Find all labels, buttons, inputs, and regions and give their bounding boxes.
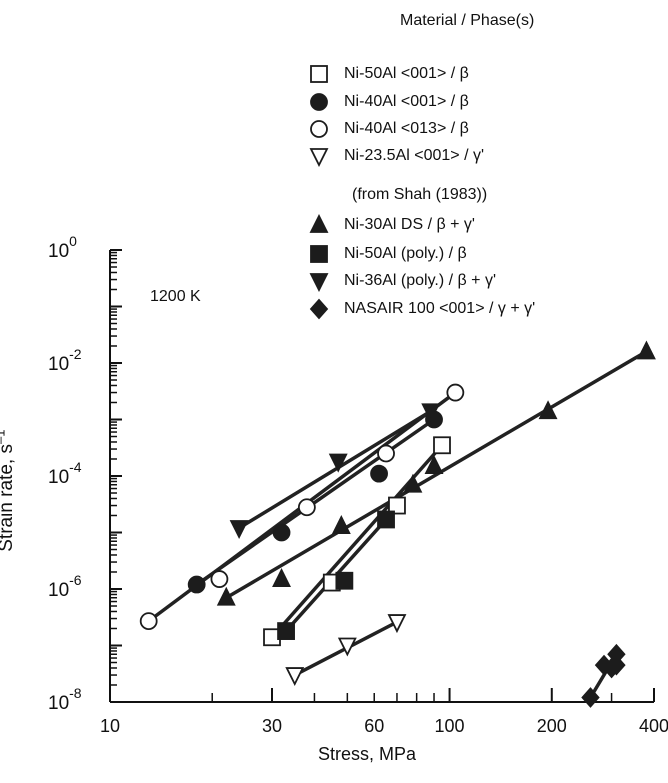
data-point xyxy=(272,523,291,542)
legend-label: Ni-30Al DS / β + γ' xyxy=(344,216,475,233)
legend-title: Material / Phase(s) xyxy=(400,12,535,29)
legend-marker-shape xyxy=(309,298,329,320)
x-axis-title: Stress, MPa xyxy=(318,744,417,764)
legend-marker-shape xyxy=(309,214,329,233)
data-point xyxy=(446,383,465,402)
legend-marker-shape xyxy=(309,148,329,167)
data-point xyxy=(433,436,451,455)
legend-marker xyxy=(310,245,328,263)
y-axis-title-text: Strain rate, s xyxy=(0,444,17,552)
data-point xyxy=(297,498,316,517)
x-tick-label: 200 xyxy=(537,716,567,736)
data-point xyxy=(421,403,441,423)
fit-lines xyxy=(147,349,648,699)
legend-note: (from Shah (1983)) xyxy=(352,186,488,203)
data-marks xyxy=(139,340,656,708)
data-point xyxy=(210,570,229,588)
legend-marker xyxy=(309,273,329,292)
x-tick-label: 100 xyxy=(435,716,465,736)
data-point xyxy=(277,622,295,640)
legend-marker xyxy=(310,120,328,138)
data-point xyxy=(216,586,236,606)
data-point xyxy=(337,637,357,657)
x-tick-label: 10 xyxy=(100,716,120,736)
fit-line xyxy=(225,349,648,600)
data-point xyxy=(377,444,395,463)
data-point xyxy=(335,571,354,590)
y-tick-label: 10-8 xyxy=(48,685,82,714)
legend-item: NASAIR 100 <001> / γ + γ' xyxy=(308,297,535,321)
legend-label: Ni-40Al <001> / β xyxy=(344,93,469,110)
temperature-annotation: 1200 K xyxy=(150,288,201,305)
data-point xyxy=(187,575,206,594)
legend-marker xyxy=(309,148,329,167)
data-point xyxy=(387,614,407,634)
legend-item: Ni-40Al <013> / β xyxy=(308,117,469,141)
legend-marker xyxy=(309,298,329,320)
data-point xyxy=(328,453,348,473)
legend-marker xyxy=(309,214,329,233)
y-tick-label: 10-4 xyxy=(48,459,82,488)
legend-marker xyxy=(310,65,328,83)
x-tick-label: 60 xyxy=(364,716,384,736)
legend-label: Ni-36Al (poly.) / β + γ' xyxy=(344,272,496,289)
legend-item: Ni-50Al (poly.) / β xyxy=(308,242,467,266)
data-point xyxy=(388,496,406,515)
data-point xyxy=(403,473,423,493)
legend-label: Ni-40Al <013> / β xyxy=(344,120,469,137)
data-point xyxy=(377,510,395,529)
x-tick-label: 400 xyxy=(639,716,668,736)
legend-marker-shape xyxy=(310,65,328,83)
y-tick-label: 100 xyxy=(48,233,77,262)
data-point xyxy=(636,340,656,360)
legend-label: NASAIR 100 <001> / γ + γ' xyxy=(344,300,536,317)
legend-marker-shape xyxy=(310,93,328,111)
data-point xyxy=(285,667,305,687)
legend-item: Ni-30Al DS / β + γ' xyxy=(308,213,475,237)
data-point xyxy=(229,520,249,540)
data-point xyxy=(139,612,158,631)
fit-line xyxy=(238,409,432,530)
y-tick-label: 10-2 xyxy=(48,346,82,375)
y-axis-title-exponent: –1 xyxy=(0,429,8,445)
legend-item: Ni-23.5Al <001> / γ' xyxy=(308,144,484,168)
legend-item: Ni-50Al <001> / β xyxy=(308,62,469,86)
axes: 100 10-2 10-4 10-6 10-8 10 30 60 100 200 400 xyxy=(48,233,668,736)
y-axis-title: Strain rate, s–1 xyxy=(0,430,18,552)
data-point xyxy=(331,515,351,534)
legend-marker-shape xyxy=(310,120,328,138)
x-tick-label: 30 xyxy=(262,716,282,736)
legend-label: Ni-50Al <001> / β xyxy=(344,65,469,82)
legend-label: Ni-50Al (poly.) / β xyxy=(344,245,467,262)
data-point xyxy=(607,654,626,676)
y-tick-label: 10-6 xyxy=(48,572,82,601)
legend-marker-shape xyxy=(309,273,329,292)
legend-marker-shape xyxy=(310,245,328,263)
data-point xyxy=(424,455,444,474)
legend-item: Ni-40Al <001> / β xyxy=(308,90,469,114)
data-point xyxy=(581,687,600,708)
data-point xyxy=(538,400,558,420)
legend-label: Ni-23.5Al <001> / γ' xyxy=(344,147,485,164)
data-point xyxy=(370,464,388,483)
data-point xyxy=(272,568,291,587)
legend-item: Ni-36Al (poly.) / β + γ' xyxy=(308,269,496,293)
legend-marker xyxy=(310,93,328,111)
